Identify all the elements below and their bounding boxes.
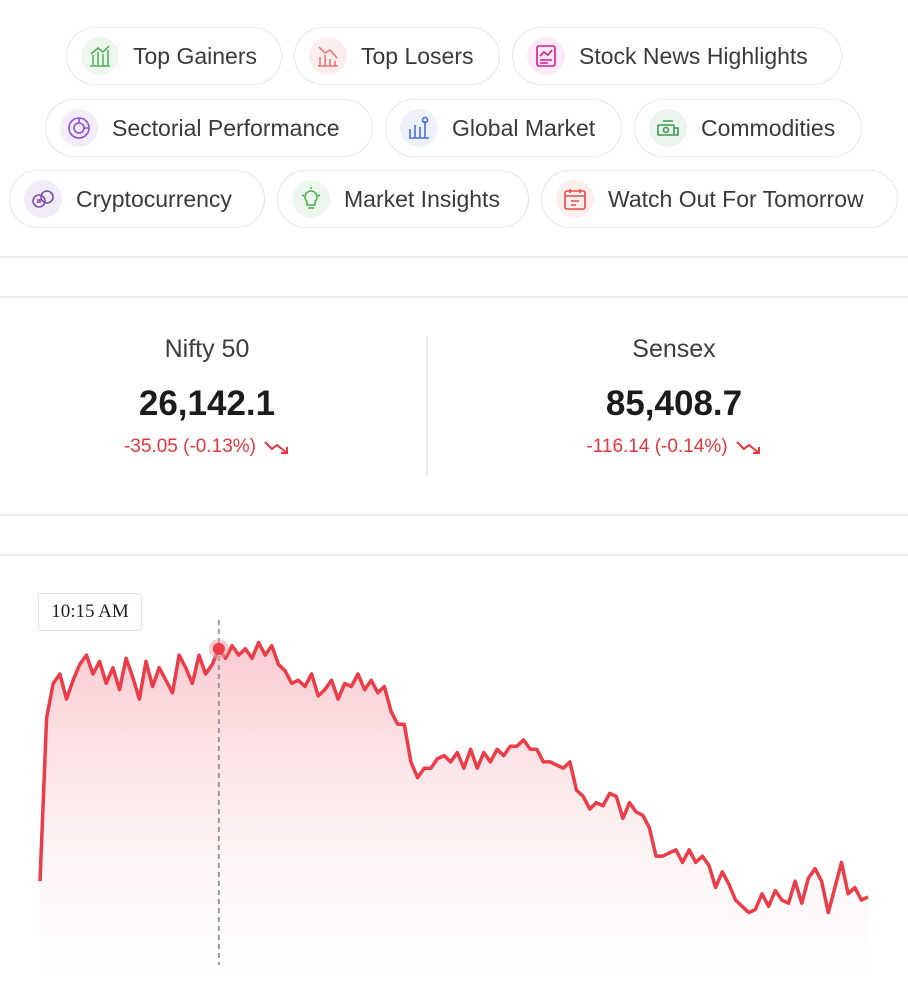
- chip-label: Market Insights: [344, 185, 500, 212]
- index-name: Sensex: [632, 335, 716, 363]
- chip-global-market[interactable]: Global Market: [385, 99, 622, 157]
- divider: [0, 554, 908, 556]
- sector-icon: [60, 109, 98, 147]
- chip-top-gainers[interactable]: Top Gainers: [66, 27, 282, 85]
- chip-label: Top Losers: [361, 42, 474, 69]
- chip-cryptocurrency[interactable]: Cryptocurrency: [9, 170, 265, 228]
- calendar-icon: [556, 180, 594, 218]
- crypto-icon: [24, 180, 62, 218]
- chip-label: Stock News Highlights: [579, 42, 808, 69]
- top-losers-icon: [309, 37, 347, 75]
- chip-label: Commodities: [701, 114, 836, 141]
- chip-label: Watch Out For Tomorrow: [608, 185, 864, 212]
- highlight-point: [212, 642, 225, 655]
- insights-icon: [292, 180, 330, 218]
- chip-watch-out-for-tomorrow[interactable]: Watch Out For Tomorrow: [541, 170, 898, 228]
- index-value: 85,408.7: [605, 384, 743, 423]
- chip-commodities[interactable]: Commodities: [634, 99, 862, 157]
- top-gainers-icon: [81, 37, 119, 75]
- index-change: -116.14 (-0.14%): [447, 436, 901, 458]
- index-value: 26,142.1: [138, 384, 276, 423]
- index-card-nifty50[interactable]: Nifty 50 26,142.1 -35.05 (-0.13%): [0, 335, 434, 458]
- chip-sectorial-performance[interactable]: Sectorial Performance: [45, 99, 373, 157]
- chip-label: Global Market: [452, 114, 596, 141]
- news-icon: [527, 37, 565, 75]
- trend-down-icon: [264, 441, 288, 454]
- chart-area-fill: [40, 642, 868, 970]
- chip-label: Cryptocurrency: [76, 185, 232, 212]
- index-change-text: -116.14 (-0.14%): [586, 436, 728, 457]
- chip-label: Top Gainers: [133, 42, 258, 69]
- index-change-text: -35.05 (-0.13%): [123, 436, 256, 457]
- commodities-icon: [649, 109, 687, 147]
- index-card-sensex[interactable]: Sensex 85,408.7 -116.14 (-0.14%): [447, 335, 901, 458]
- trend-down-icon: [735, 441, 760, 454]
- global-market-icon: [400, 109, 438, 147]
- chip-market-insights[interactable]: Market Insights: [277, 170, 529, 228]
- chip-stock-news-highlights[interactable]: Stock News Highlights: [512, 27, 842, 85]
- divider: [0, 296, 908, 298]
- vertical-divider: [426, 337, 428, 475]
- chip-top-losers[interactable]: Top Losers: [294, 27, 500, 85]
- price-line: [38, 640, 869, 915]
- time-tooltip: 10:15 AM: [38, 593, 142, 631]
- divider: [0, 514, 908, 516]
- divider: [0, 256, 908, 258]
- intraday-chart[interactable]: [0, 580, 908, 980]
- chip-label: Sectorial Performance: [112, 114, 340, 141]
- index-name: Nifty 50: [164, 335, 250, 363]
- index-change: -35.05 (-0.13%): [0, 436, 434, 458]
